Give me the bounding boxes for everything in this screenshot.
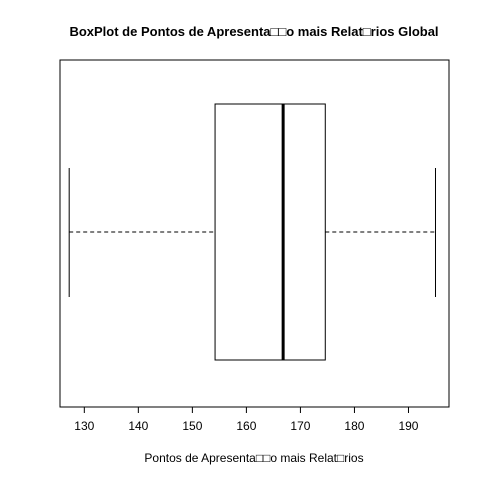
boxplot-series [68, 103, 436, 361]
chart-title: BoxPlot de Pontos de Apresenta□□o mais R… [69, 24, 438, 39]
x-tick-label: 150 [182, 419, 202, 433]
x-tick-label: 160 [236, 419, 256, 433]
x-tick-label: 190 [398, 419, 418, 433]
x-tick-label: 170 [290, 419, 310, 433]
plot-frame [59, 59, 450, 408]
x-axis: 130 140 150 160 170 180 190 [74, 406, 419, 433]
iqr-box [214, 103, 326, 361]
x-tick-label: 140 [128, 419, 148, 433]
x-tick-label: 180 [344, 419, 364, 433]
x-axis-label: Pontos de Apresenta□□o mais Relat□rios [144, 451, 363, 465]
x-ticks: 130 140 150 160 170 180 190 [74, 407, 419, 433]
x-tick-label: 130 [74, 419, 94, 433]
